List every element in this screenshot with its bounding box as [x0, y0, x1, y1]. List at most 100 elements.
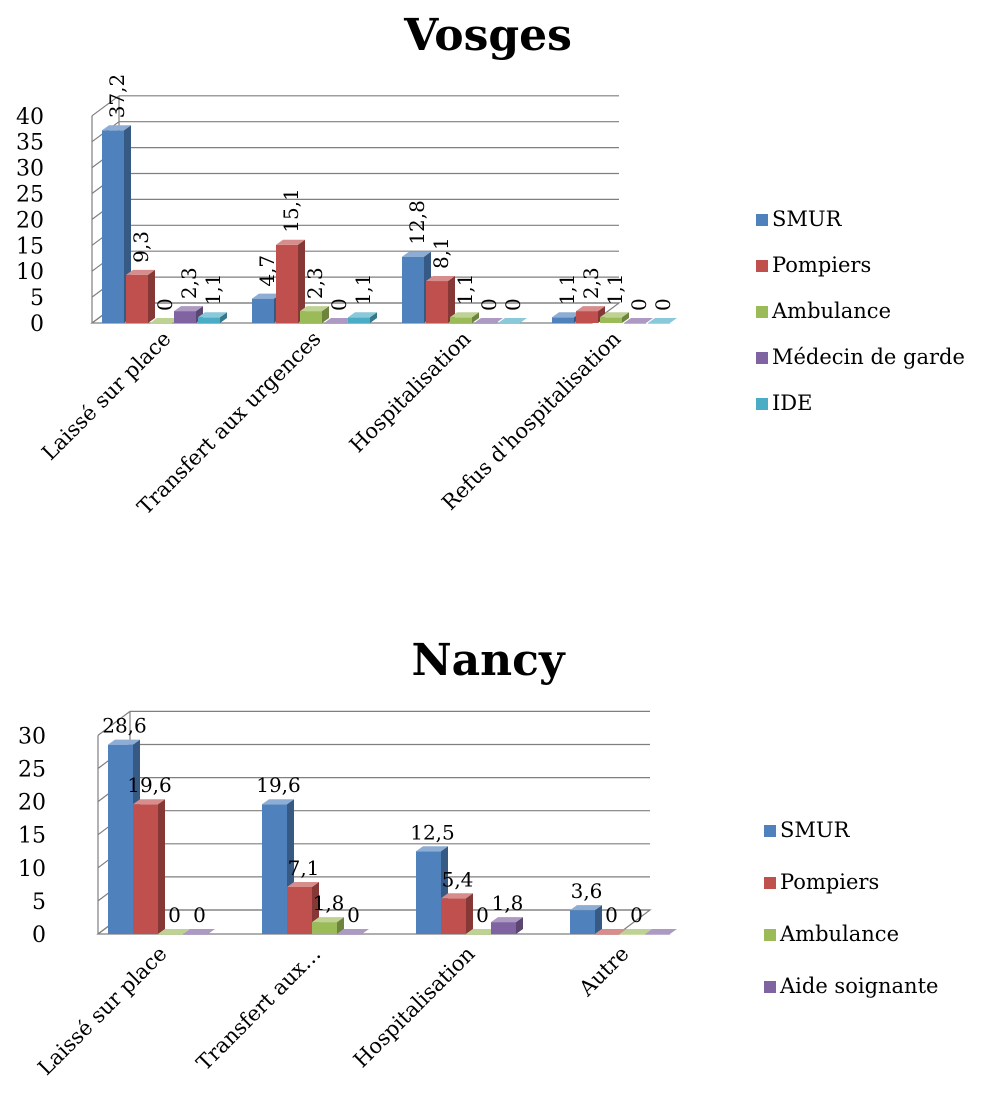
bar-top: [174, 306, 203, 312]
bar-top: [498, 318, 527, 323]
bar-side: [622, 312, 629, 323]
bar: [133, 799, 165, 934]
legend-swatch: [764, 981, 776, 993]
legend-item: Aide soignante: [764, 974, 938, 998]
data-label: 1,8: [313, 891, 345, 915]
bar-front: [252, 298, 274, 323]
bar: [474, 318, 503, 324]
bar-side: [472, 312, 479, 323]
bar: [491, 917, 523, 934]
bar: [262, 799, 294, 934]
bar-front: [576, 311, 598, 323]
bar-front: [108, 744, 133, 934]
bar-top: [300, 306, 329, 312]
category-label: Autre: [574, 942, 634, 1002]
bar-top: [108, 739, 140, 745]
bar-front: [491, 922, 516, 934]
legend-item: SMUR: [764, 818, 851, 842]
y-ticks: 0 5 10 15 20 25 30: [18, 724, 46, 948]
legend-swatch: [756, 398, 768, 410]
bar-side: [516, 917, 523, 934]
bar-front: [624, 323, 646, 324]
gridlines: [96, 710, 652, 935]
legend-swatch: [764, 877, 776, 889]
bar-top: [312, 917, 344, 923]
data-label: 1,1: [351, 273, 375, 305]
bar-side: [595, 905, 602, 934]
y-tick-label: 40: [16, 105, 44, 130]
bar: [158, 929, 190, 935]
bar-front: [150, 323, 172, 324]
bar-top: [620, 929, 652, 934]
bar: [426, 276, 455, 323]
bar-front: [474, 323, 496, 324]
data-label: 0: [501, 298, 525, 311]
bar: [324, 318, 353, 324]
data-label: 1,1: [201, 273, 225, 305]
category-label: Hospitalisation: [349, 942, 480, 1073]
bar-top: [491, 917, 523, 923]
category-label: Laissé sur place: [37, 327, 175, 465]
bar: [595, 929, 627, 935]
bar: [620, 929, 652, 935]
data-label: 0: [327, 298, 351, 311]
bar-top: [198, 312, 227, 318]
bar-top: [645, 929, 677, 934]
bar-front: [645, 934, 670, 935]
data-label: 12,8: [405, 200, 429, 245]
y-tick-label: 10: [16, 260, 44, 285]
gridline-side: [91, 95, 120, 117]
bar: [276, 239, 305, 323]
bar-top: [183, 929, 215, 934]
legend-label: SMUR: [772, 207, 843, 231]
bar: [570, 905, 602, 934]
data-label: 3,6: [571, 879, 603, 903]
bar-front: [450, 317, 472, 323]
bar-front: [498, 323, 520, 324]
y-tick-label: 20: [18, 791, 46, 816]
bar-top: [348, 312, 377, 318]
data-label: 7,1: [288, 856, 320, 880]
legend-label: Médecin de garde: [772, 345, 965, 369]
legend-label: Pompiers: [780, 870, 879, 894]
legend-label: Ambulance: [771, 299, 891, 323]
bar-top: [102, 125, 131, 131]
bar-front: [133, 804, 158, 934]
bar: [198, 312, 227, 323]
data-label: 5,4: [442, 867, 474, 891]
data-label: 2,3: [579, 267, 603, 299]
bar-top: [466, 929, 498, 934]
bar-top: [600, 312, 629, 318]
data-label: 19,6: [256, 773, 301, 797]
bar-top: [474, 318, 503, 323]
bar: [450, 312, 479, 323]
bar: [102, 125, 131, 323]
legend-item: IDE: [756, 391, 812, 415]
bar-side: [148, 269, 155, 323]
bar-front: [300, 311, 322, 323]
category-label: Laissé sur place: [33, 942, 171, 1080]
data-label: 0: [476, 903, 489, 927]
bar-top: [441, 893, 473, 899]
bar-top: [570, 905, 602, 911]
bar-top: [576, 306, 605, 312]
bar-front: [595, 934, 620, 935]
data-label: 15,1: [279, 188, 303, 233]
legend-item: Pompiers: [764, 870, 879, 894]
bar-front: [466, 934, 491, 935]
legend-item: Pompiers: [756, 253, 871, 277]
data-label: 0: [347, 903, 360, 927]
bar: [624, 318, 653, 324]
x-ticks: Laissé sur place Transfert aux… Hospitalis…: [33, 942, 633, 1080]
y-tick-label: 10: [18, 857, 46, 882]
bar-front: [102, 130, 124, 323]
y-tick-label: 30: [16, 157, 44, 182]
bar: [150, 318, 179, 324]
bar-front: [183, 934, 208, 935]
data-label: 2,3: [303, 267, 327, 299]
category-label: Hospitalisation: [345, 327, 476, 458]
